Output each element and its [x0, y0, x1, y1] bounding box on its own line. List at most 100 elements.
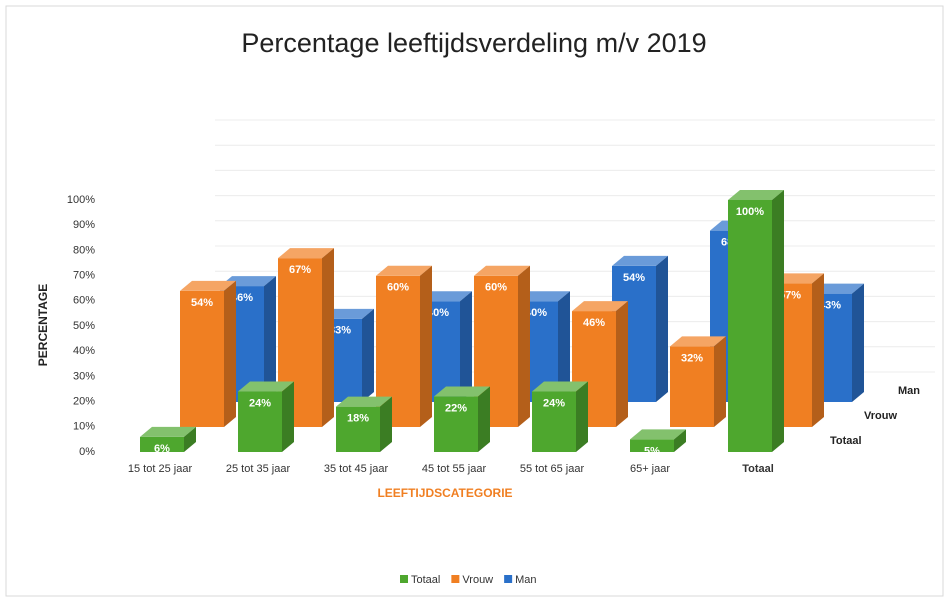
y-tick-label: 20%: [73, 396, 95, 408]
bar-side: [714, 336, 726, 427]
bar-side: [264, 276, 276, 402]
bar-top: [474, 265, 530, 276]
bar: [238, 381, 294, 452]
y-axis-title: PERCENTAGE: [36, 284, 50, 366]
value-label: 67%: [289, 264, 311, 276]
y-tick-label: 100%: [67, 194, 95, 206]
bar-top: [728, 190, 784, 200]
bar-side: [812, 273, 824, 427]
chart-title: Percentage leeftijdsverdeling m/v 2019: [241, 28, 706, 58]
bar-side: [380, 396, 392, 452]
bar-side: [282, 381, 294, 452]
bar-top: [434, 386, 490, 397]
bar: [336, 396, 392, 452]
bar-top: [612, 255, 668, 266]
legend-label: Vrouw: [462, 574, 493, 586]
bar: [630, 429, 686, 452]
bar: [474, 265, 530, 427]
value-label: 33%: [329, 325, 351, 337]
bar-side: [558, 291, 570, 402]
legend-swatch: [504, 575, 513, 583]
bar-top: [278, 248, 334, 259]
y-tick-label: 0%: [79, 446, 95, 458]
bar: [670, 336, 726, 427]
bar-side: [674, 429, 686, 452]
value-label: 5%: [644, 445, 660, 457]
bar: [434, 386, 490, 452]
bar-front: [532, 391, 576, 452]
y-tick-label: 90%: [73, 219, 95, 231]
bar-top: [180, 280, 236, 291]
bar-side: [616, 301, 628, 427]
x-axis-title: LEEFTIJDSCATEGORIE: [377, 486, 512, 500]
bar-front: [670, 346, 714, 427]
bar-top: [630, 429, 686, 440]
bar: [140, 426, 196, 452]
value-label: 18%: [347, 413, 369, 425]
depth-label: Man: [898, 385, 920, 397]
bar-top: [376, 265, 432, 276]
y-tick-label: 70%: [73, 270, 95, 282]
value-label: 60%: [485, 282, 507, 294]
bar-side: [224, 280, 236, 427]
bar-front: [728, 200, 772, 452]
value-label: 24%: [249, 397, 271, 409]
value-label: 40%: [427, 307, 449, 319]
bar-front: [336, 406, 380, 452]
bar-front: [140, 436, 184, 452]
bar: [180, 280, 236, 427]
bar-side: [772, 190, 784, 452]
x-tick-label: 65+ jaar: [630, 463, 670, 475]
y-tick-label: 80%: [73, 244, 95, 256]
value-label: 46%: [583, 317, 605, 329]
value-label: 60%: [387, 282, 409, 294]
y-tick-label: 50%: [73, 320, 95, 332]
bar-top: [238, 381, 294, 392]
bar: [728, 190, 784, 452]
bar-side: [362, 308, 374, 402]
value-label: 6%: [154, 443, 170, 455]
bar-front: [434, 396, 478, 452]
legend-swatch: [451, 575, 460, 583]
bar-top: [532, 381, 588, 392]
legend-swatch: [400, 575, 408, 583]
x-tick-label: 35 tot 45 jaar: [324, 463, 389, 475]
x-tick-label: 45 tot 55 jaar: [422, 463, 487, 475]
depth-label: Vrouw: [864, 410, 897, 422]
y-tick-label: 40%: [73, 345, 95, 357]
x-tick-label: 25 tot 35 jaar: [226, 463, 291, 475]
value-label: 24%: [543, 397, 565, 409]
depth-label: Totaal: [830, 435, 862, 447]
bar-top: [670, 336, 726, 347]
bar-side: [518, 265, 530, 427]
bar-side: [420, 265, 432, 427]
bar: [532, 381, 588, 452]
bar-front: [238, 391, 282, 452]
value-label: 54%: [623, 272, 645, 284]
bar-top: [572, 301, 628, 312]
value-label: 43%: [819, 300, 841, 312]
y-tick-label: 10%: [73, 421, 95, 433]
bar-side: [184, 426, 196, 452]
y-tick-label: 60%: [73, 295, 95, 307]
bar-side: [460, 291, 472, 402]
value-label: 54%: [191, 297, 213, 309]
bar-front: [630, 439, 674, 452]
bar-side: [852, 283, 864, 402]
value-label: 46%: [231, 292, 253, 304]
x-tick-label: 15 tot 25 jaar: [128, 463, 193, 475]
bar-front: [180, 290, 224, 427]
bar-side: [656, 255, 668, 402]
value-label: 22%: [445, 402, 467, 414]
value-label: 100%: [736, 206, 764, 218]
bar-side: [322, 248, 334, 427]
legend-label: Man: [515, 574, 536, 586]
value-label: 32%: [681, 352, 703, 364]
bar-side: [478, 386, 490, 452]
value-label: 40%: [525, 307, 547, 319]
x-tick-label: 55 tot 65 jaar: [520, 463, 585, 475]
bar-side: [576, 381, 588, 452]
bar-top: [140, 426, 196, 437]
bar-top: [336, 396, 392, 407]
